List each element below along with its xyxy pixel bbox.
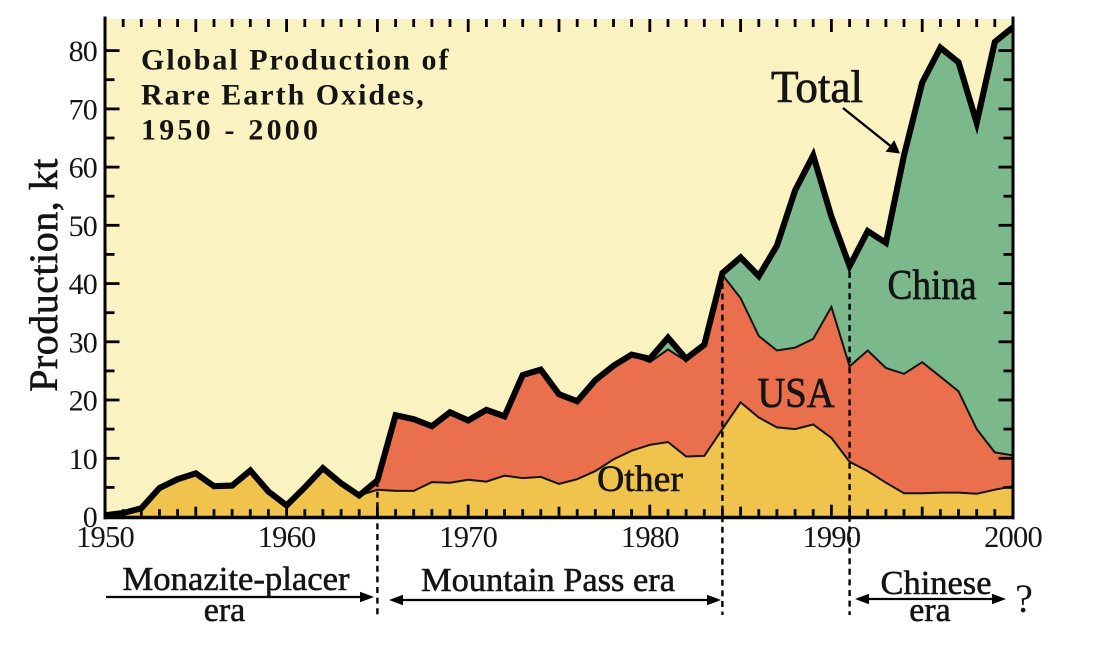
svg-text:Mountain Pass era: Mountain Pass era (421, 562, 675, 599)
svg-text:20: 20 (69, 385, 97, 418)
svg-text:era: era (204, 592, 246, 629)
svg-text:era: era (909, 592, 951, 629)
svg-text:1950 - 2000: 1950 - 2000 (141, 114, 320, 147)
svg-text:1970: 1970 (439, 520, 497, 554)
svg-text:Rare Earth Oxides,: Rare Earth Oxides, (141, 79, 426, 112)
svg-text:1980: 1980 (621, 520, 679, 554)
svg-text:50: 50 (69, 210, 97, 243)
svg-text:40: 40 (69, 268, 97, 301)
svg-text:60: 60 (69, 152, 97, 185)
svg-text:30: 30 (69, 326, 97, 359)
svg-text:Other: Other (597, 459, 683, 500)
svg-text:Total: Total (771, 62, 863, 112)
svg-text:80: 80 (69, 35, 97, 68)
svg-text:70: 70 (69, 93, 97, 126)
svg-text:10: 10 (69, 443, 97, 476)
svg-text:0: 0 (83, 501, 97, 534)
svg-text:1990: 1990 (802, 520, 860, 554)
svg-text:USA: USA (758, 371, 836, 417)
svg-text:Chinese: Chinese (881, 565, 992, 602)
svg-text:China: China (888, 263, 977, 309)
svg-text:?: ? (1015, 576, 1033, 621)
svg-text:Monazite-placer: Monazite-placer (123, 561, 351, 598)
svg-text:1950: 1950 (76, 520, 134, 554)
svg-text:Production, kt: Production, kt (21, 158, 66, 392)
svg-text:2000: 2000 (984, 520, 1042, 554)
svg-text:1960: 1960 (258, 520, 316, 554)
svg-text:Global Production of: Global Production of (141, 44, 450, 77)
